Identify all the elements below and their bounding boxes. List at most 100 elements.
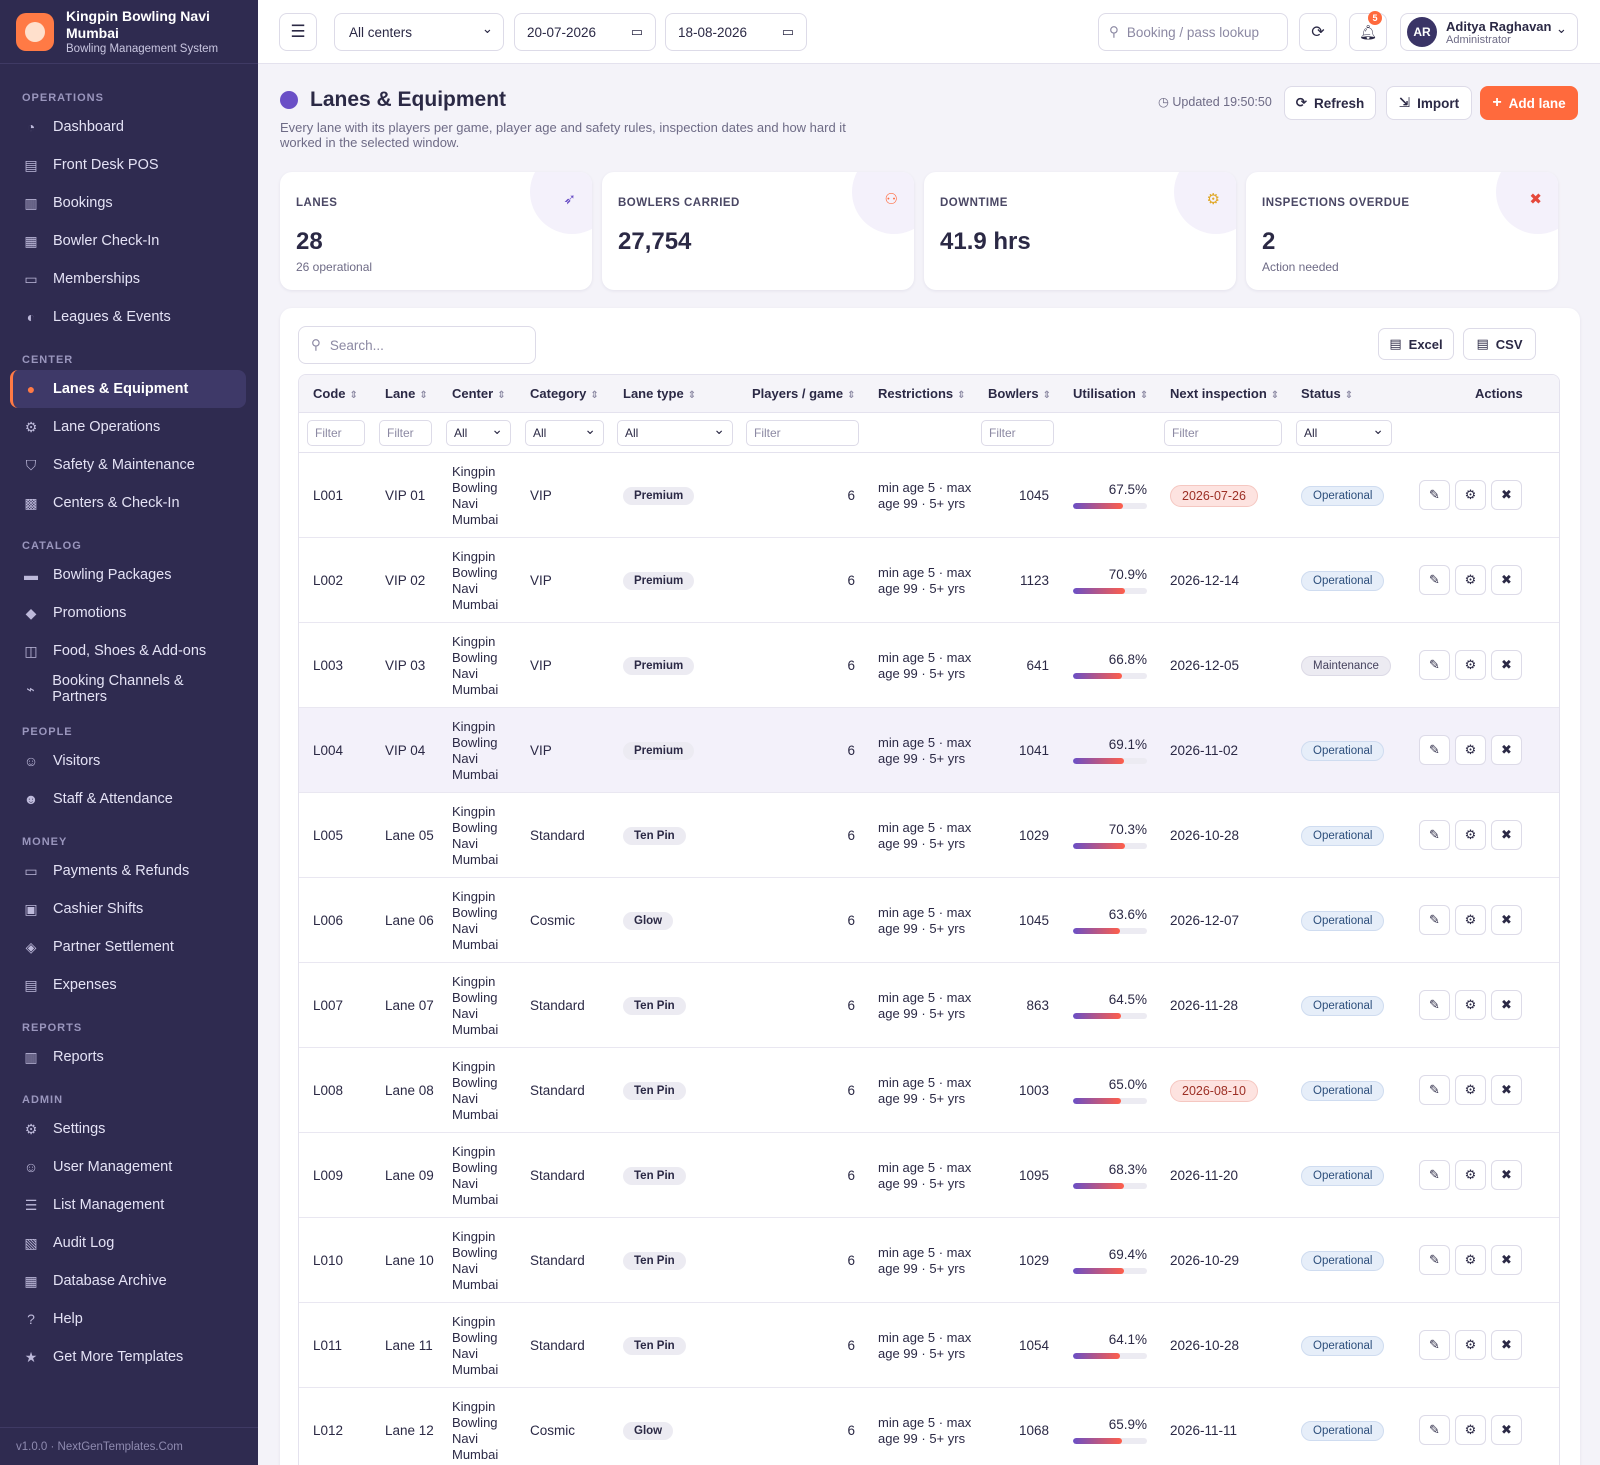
maintenance-button[interactable]: ✖ [1491,905,1522,935]
maintenance-button[interactable]: ✖ [1491,1415,1522,1445]
filter-center-select[interactable]: All [446,417,511,446]
edit-button[interactable]: ✎ [1419,565,1450,595]
filter-lane-input[interactable]: Filter [379,420,432,446]
table-row[interactable]: L010 Lane 10 Kingpin Bowling Navi Mumbai St… [299,1218,1559,1303]
maintenance-button[interactable]: ✖ [1491,1160,1522,1190]
configure-button[interactable]: ⚙ [1455,1415,1486,1445]
configure-button[interactable]: ⚙ [1455,1330,1486,1360]
table-row[interactable]: L008 Lane 08 Kingpin Bowling Navi Mumbai St… [299,1048,1559,1133]
sidebar-item-settings[interactable]: ⚙ Settings [10,1110,246,1148]
sidebar-item-lane-operations[interactable]: ⚙ Lane Operations [10,408,246,446]
sidebar-item-front-desk-pos[interactable]: ▤ Front Desk POS [10,146,246,184]
maintenance-button[interactable]: ✖ [1491,1075,1522,1105]
configure-button[interactable]: ⚙ [1455,735,1486,765]
sidebar-item-bowling-packages[interactable]: ▬ Bowling Packages [10,556,246,594]
edit-button[interactable]: ✎ [1419,990,1450,1020]
notifications-button[interactable]: 🔔︎ 5 [1349,11,1387,51]
sidebar-item-reports[interactable]: ▥ Reports [10,1038,246,1076]
configure-button[interactable]: ⚙ [1455,1075,1486,1105]
table-row[interactable]: L011 Lane 11 Kingpin Bowling Navi Mumbai St… [299,1303,1559,1388]
column-header-utilisation[interactable]: Utilisation ⇕ [1073,375,1148,413]
column-header-bowlers[interactable]: Bowlers ⇕ [988,375,1051,413]
sidebar-item-list-management[interactable]: ☰ List Management [10,1186,246,1224]
column-header-center[interactable]: Center ⇕ [452,375,506,413]
configure-button[interactable]: ⚙ [1455,1245,1486,1275]
add-lane-button[interactable]: + Add lane [1480,86,1578,120]
sidebar-item-safety-and-maintenance[interactable]: ⛉ Safety & Maintenance [10,446,246,484]
sidebar-item-memberships[interactable]: ▭ Memberships [10,260,246,298]
maintenance-button[interactable]: ✖ [1491,990,1522,1020]
sidebar-item-payments-and-refunds[interactable]: ▭ Payments & Refunds [10,852,246,890]
filter-code-input[interactable]: Filter [307,420,365,446]
lookup-input[interactable]: ⚲ Booking / pass lookup [1098,13,1288,51]
configure-button[interactable]: ⚙ [1455,565,1486,595]
edit-button[interactable]: ✎ [1419,1330,1450,1360]
sidebar-item-user-management[interactable]: ☺ User Management [10,1148,246,1186]
table-row[interactable]: L007 Lane 07 Kingpin Bowling Navi Mumbai St… [299,963,1559,1048]
sidebar-item-get-more-templates[interactable]: ★ Get More Templates [10,1338,246,1376]
edit-button[interactable]: ✎ [1419,1075,1450,1105]
maintenance-button[interactable]: ✖ [1491,565,1522,595]
table-row[interactable]: L002 VIP 02 Kingpin Bowling Navi Mumbai VIP… [299,538,1559,623]
sidebar-item-food-shoes-and-add-ons[interactable]: ◫ Food, Shoes & Add-ons [10,632,246,670]
edit-button[interactable]: ✎ [1419,1245,1450,1275]
edit-button[interactable]: ✎ [1419,735,1450,765]
edit-button[interactable]: ✎ [1419,1415,1450,1445]
sidebar-item-audit-log[interactable]: ▧ Audit Log [10,1224,246,1262]
import-button[interactable]: ⇲ Import [1386,86,1472,120]
sidebar-item-promotions[interactable]: ◆ Promotions [10,594,246,632]
filter-status-select[interactable]: All [1296,417,1392,446]
edit-button[interactable]: ✎ [1419,650,1450,680]
table-row[interactable]: L012 Lane 12 Kingpin Bowling Navi Mumbai Co… [299,1388,1559,1465]
sync-button[interactable]: ⟳ [1299,13,1337,51]
sidebar-item-lanes-and-equipment[interactable]: ● Lanes & Equipment [10,370,246,408]
column-header-next-inspection[interactable]: Next inspection ⇕ [1170,375,1279,413]
column-header-restrictions[interactable]: Restrictions ⇕ [878,375,966,413]
table-row[interactable]: L009 Lane 09 Kingpin Bowling Navi Mumbai St… [299,1133,1559,1218]
filter-next-inspection-input[interactable]: Filter [1164,420,1282,446]
filter-lane-type-select[interactable]: All [617,417,733,446]
sidebar-item-help[interactable]: ? Help [10,1300,246,1338]
configure-button[interactable]: ⚙ [1455,905,1486,935]
sidebar-item-centers-and-check-in[interactable]: ▩ Centers & Check-In [10,484,246,522]
edit-button[interactable]: ✎ [1419,820,1450,850]
configure-button[interactable]: ⚙ [1455,1160,1486,1190]
column-header-code[interactable]: Code ⇕ [313,375,358,413]
export-csv-button[interactable]: ▤ CSV [1463,328,1536,360]
maintenance-button[interactable]: ✖ [1491,1245,1522,1275]
user-menu[interactable]: AR Aditya Raghavan Administrator ⌄ [1400,13,1578,51]
table-row[interactable]: L001 VIP 01 Kingpin Bowling Navi Mumbai VIP… [299,453,1559,538]
export-excel-button[interactable]: ▤ Excel [1378,328,1454,360]
column-header-players[interactable]: Players / game ⇕ [752,375,855,413]
table-row[interactable]: L005 Lane 05 Kingpin Bowling Navi Mumbai St… [299,793,1559,878]
sidebar-item-expenses[interactable]: ▤ Expenses [10,966,246,1004]
maintenance-button[interactable]: ✖ [1491,480,1522,510]
date-to-input[interactable]: 18-08-2026 ▭ [665,13,807,51]
column-header-lane-type[interactable]: Lane type ⇕ [623,375,696,413]
edit-button[interactable]: ✎ [1419,480,1450,510]
column-header-category[interactable]: Category ⇕ [530,375,599,413]
sidebar-item-database-archive[interactable]: ▦ Database Archive [10,1262,246,1300]
sidebar-item-bookings[interactable]: ▥ Bookings [10,184,246,222]
maintenance-button[interactable]: ✖ [1491,735,1522,765]
edit-button[interactable]: ✎ [1419,1160,1450,1190]
maintenance-button[interactable]: ✖ [1491,1330,1522,1360]
column-header-lane[interactable]: Lane ⇕ [385,375,428,413]
menu-toggle-button[interactable]: ☰ [279,13,317,51]
sidebar-item-cashier-shifts[interactable]: ▣ Cashier Shifts [10,890,246,928]
center-select[interactable]: All centers ⌄ [334,13,504,51]
refresh-button[interactable]: ⟳ Refresh [1284,86,1376,120]
edit-button[interactable]: ✎ [1419,905,1450,935]
maintenance-button[interactable]: ✖ [1491,820,1522,850]
maintenance-button[interactable]: ✖ [1491,650,1522,680]
brand[interactable]: Kingpin Bowling Navi Mumbai Bowling Mana… [0,0,258,64]
sidebar-item-visitors[interactable]: ☺ Visitors [10,742,246,780]
filter-category-select[interactable]: All [525,417,604,446]
date-from-input[interactable]: 20-07-2026 ▭ [514,13,656,51]
filter-players-input[interactable]: Filter [746,420,859,446]
table-row[interactable]: L006 Lane 06 Kingpin Bowling Navi Mumbai Co… [299,878,1559,963]
sidebar-item-partner-settlement[interactable]: ◈ Partner Settlement [10,928,246,966]
table-row[interactable]: L004 VIP 04 Kingpin Bowling Navi Mumbai VIP… [299,708,1559,793]
configure-button[interactable]: ⚙ [1455,480,1486,510]
sidebar-item-booking-channels-and-partners[interactable]: ⌁ Booking Channels & Partners [10,670,246,708]
